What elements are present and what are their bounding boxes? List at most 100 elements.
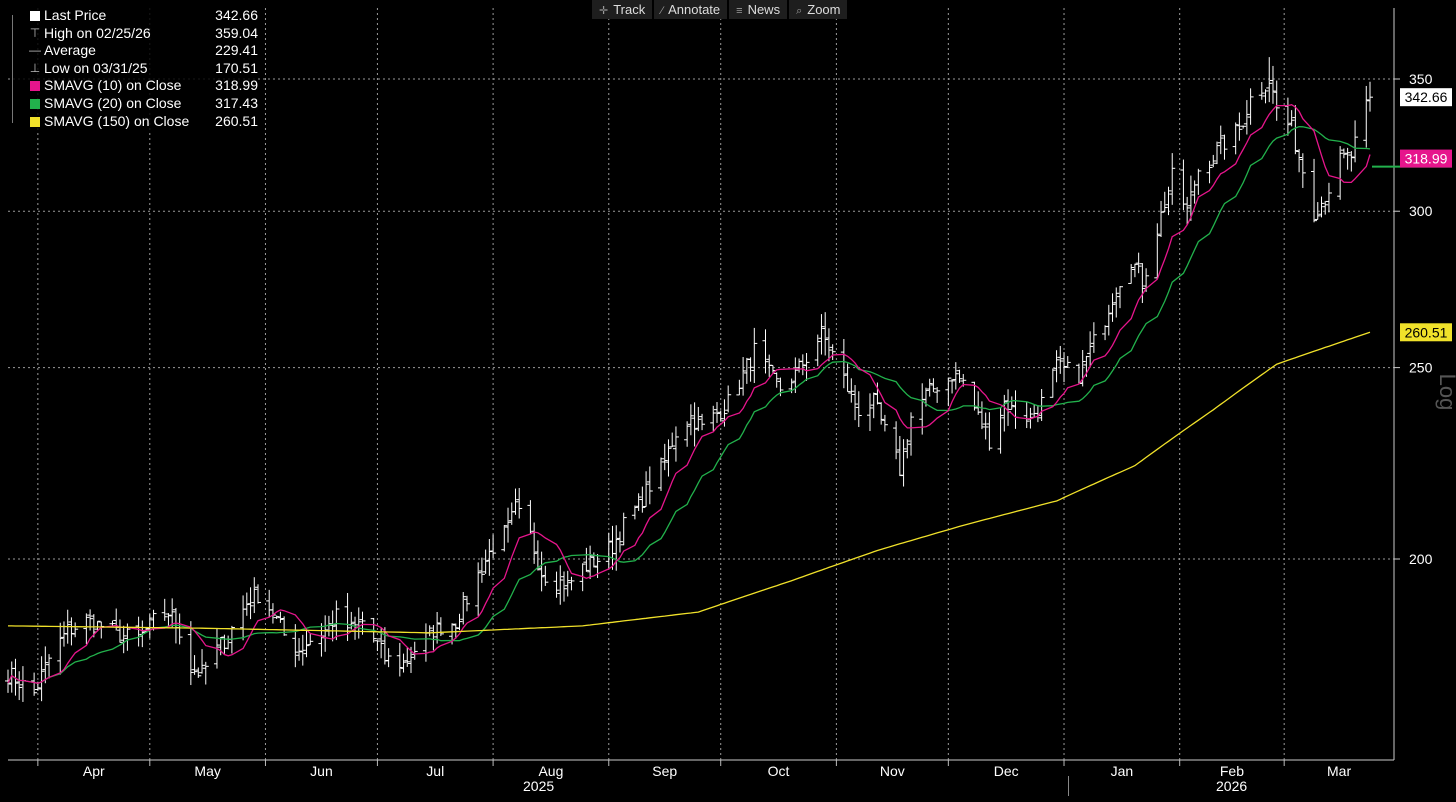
legend-label: Last Price — [44, 7, 107, 23]
price-bar — [508, 502, 515, 525]
year-separator — [1068, 776, 1069, 796]
price-bar — [1001, 394, 1008, 432]
price-bar — [710, 405, 717, 431]
sma150-tag: 260.51 — [1405, 324, 1448, 340]
price-bar — [945, 377, 952, 407]
price-bar — [72, 622, 79, 638]
price-bar — [691, 402, 698, 447]
price-bar — [1139, 263, 1146, 304]
toolbar-label: Zoom — [807, 2, 841, 17]
price-bar — [1284, 97, 1291, 136]
price-bar — [878, 402, 885, 425]
price-bar — [1299, 153, 1306, 188]
y-tick-label: 300 — [1409, 203, 1433, 219]
price-bar — [1005, 389, 1012, 426]
legend-swatch — [30, 116, 40, 127]
toolbar-track-button[interactable]: ✛ Track — [592, 0, 653, 19]
price-bar — [534, 540, 541, 571]
price-bar — [893, 421, 900, 460]
price-bar — [639, 486, 646, 513]
price-bar — [516, 488, 523, 519]
price-bar — [1061, 352, 1068, 383]
price-bar — [348, 611, 355, 630]
price-bar — [1012, 390, 1019, 429]
price-bar — [273, 615, 280, 619]
x-tick-label: Nov — [880, 763, 905, 779]
price-bar — [404, 647, 411, 667]
price-bar — [318, 623, 325, 657]
price-bar — [169, 598, 176, 628]
x-tick-label: Aug — [538, 763, 563, 779]
price-bar — [814, 334, 821, 367]
legend-row: SMAVG (10) on Close 318.99 — [10, 77, 258, 95]
legend-row: SMAVG (150) on Close 260.51 — [10, 113, 258, 131]
price-bar — [135, 616, 142, 647]
price-bar — [1348, 151, 1355, 172]
price-bar — [616, 531, 623, 553]
price-bar — [661, 443, 668, 471]
price-bar — [247, 587, 254, 620]
price-bar — [717, 410, 724, 422]
price-bar — [713, 402, 720, 423]
legend-value: 342.66 — [215, 7, 258, 23]
average-marker-icon: — — [29, 43, 41, 58]
year-label-2026: 2026 — [1216, 778, 1248, 794]
price-bar — [1158, 200, 1165, 238]
legend-row: — Average 229.41 — [10, 42, 258, 60]
price-bar — [1340, 148, 1347, 159]
price-bar — [46, 654, 53, 679]
price-bar — [1135, 252, 1142, 274]
last-price-tag-bg — [1400, 88, 1452, 107]
price-bar — [1131, 263, 1138, 278]
price-bar — [527, 500, 534, 534]
price-bar — [463, 595, 470, 612]
price-bar — [829, 344, 836, 360]
price-bar — [874, 382, 881, 405]
x-tick-label: Jun — [310, 763, 333, 779]
legend-value: 318.99 — [215, 77, 258, 94]
price-bar — [956, 369, 963, 383]
price-bar — [344, 592, 351, 641]
price-bar — [643, 471, 650, 508]
price-bar — [400, 653, 407, 673]
price-bar — [1116, 286, 1123, 309]
high-marker-icon: ⊤ — [29, 25, 41, 40]
price-bar — [1184, 196, 1191, 225]
toolbar-zoom-button[interactable]: ⌕ Zoom — [789, 0, 848, 19]
price-bar — [583, 547, 590, 572]
price-bar — [799, 354, 806, 376]
price-bar — [1337, 146, 1344, 200]
price-bar — [1236, 112, 1243, 141]
x-tick-label: May — [194, 763, 220, 779]
price-bar — [1053, 350, 1060, 383]
toolbar-news-button[interactable]: ≡ News — [729, 0, 788, 19]
price-bar — [434, 611, 441, 644]
crosshair-icon: ✛ — [599, 5, 609, 17]
price-bar — [646, 466, 653, 505]
legend-swatch — [30, 98, 40, 109]
price-bar — [1322, 200, 1329, 215]
price-bar — [620, 512, 627, 546]
price-bar — [68, 617, 75, 646]
toolbar-annotate-button[interactable]: ∕ Annotate — [654, 0, 728, 19]
price-bar — [560, 571, 567, 602]
price-bar — [825, 328, 832, 362]
price-bar — [355, 607, 362, 639]
price-bar — [982, 412, 989, 440]
price-bar — [975, 391, 982, 415]
price-bar — [952, 362, 959, 390]
chart-toolbar: ✛ Track ∕ Annotate ≡ News ⌕ Zoom — [592, 0, 848, 19]
price-bar — [568, 576, 575, 591]
price-bar — [266, 589, 273, 618]
price-bar — [374, 640, 381, 652]
price-bar — [531, 522, 538, 564]
price-bar — [725, 385, 732, 413]
price-bar — [587, 545, 594, 580]
price-bar — [658, 457, 665, 491]
price-bar — [564, 570, 571, 597]
price-bar — [1288, 110, 1295, 127]
price-bar — [1363, 85, 1370, 148]
price-bar — [1087, 331, 1094, 368]
price-bar — [855, 391, 862, 428]
